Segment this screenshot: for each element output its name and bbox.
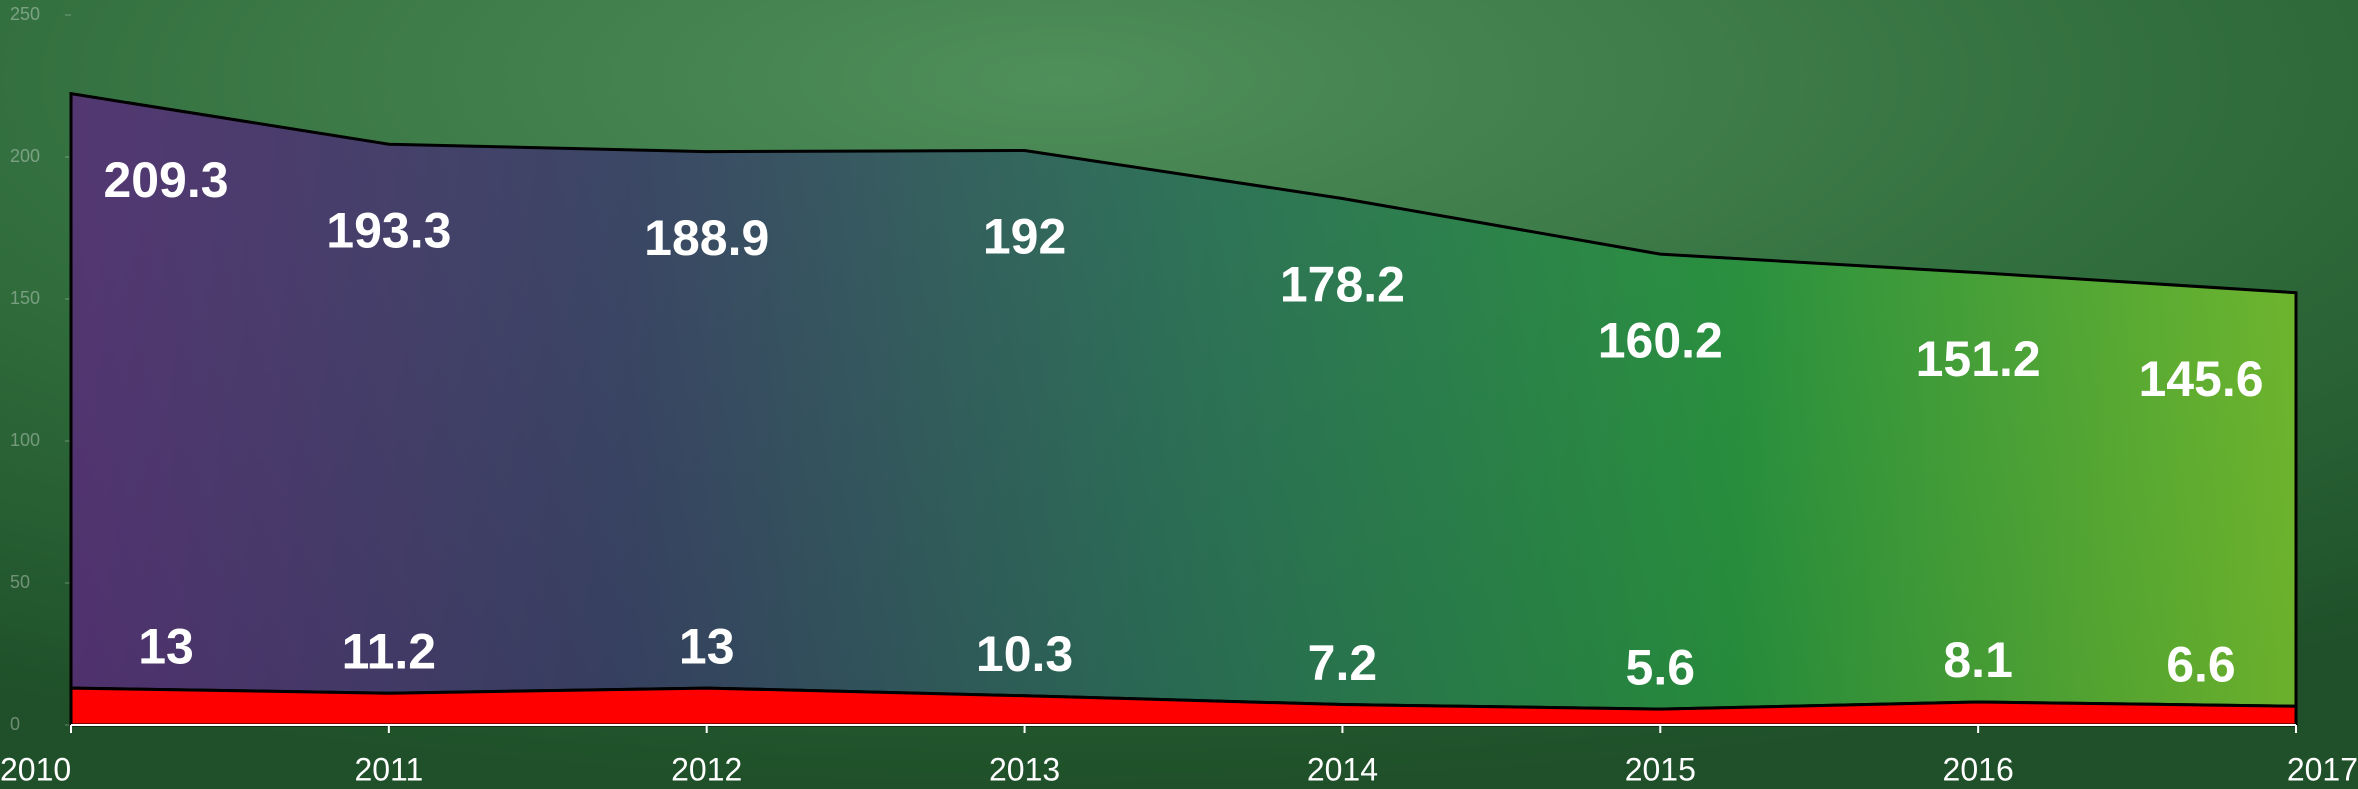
x-tick-label: 2015 xyxy=(1625,751,1696,787)
x-tick-label: 2012 xyxy=(671,751,742,787)
data-label: 151.2 xyxy=(1916,331,2041,387)
y-tick-label: 50 xyxy=(10,572,30,592)
data-label: 209.3 xyxy=(103,152,228,208)
data-label: 8.1 xyxy=(1943,632,2013,688)
data-label: 13 xyxy=(679,618,735,674)
y-tick-label: 150 xyxy=(10,288,40,308)
x-tick-label: 2011 xyxy=(354,751,423,787)
data-label: 188.9 xyxy=(644,210,769,266)
data-label: 13 xyxy=(138,618,194,674)
y-tick-label: 200 xyxy=(10,146,40,166)
data-label: 145.6 xyxy=(2138,351,2263,407)
data-label: 10.3 xyxy=(976,626,1073,682)
y-tick-label: 0 xyxy=(10,714,20,734)
data-label: 6.6 xyxy=(2166,636,2236,692)
x-tick-label: 2017 xyxy=(2287,751,2358,787)
x-tick-label: 2013 xyxy=(989,751,1060,787)
x-tick-label: 2016 xyxy=(1943,751,2014,787)
data-label: 178.2 xyxy=(1280,257,1405,313)
data-label: 160.2 xyxy=(1598,312,1723,368)
data-label: 193.3 xyxy=(326,202,451,258)
data-label: 7.2 xyxy=(1308,635,1378,691)
data-label: 11.2 xyxy=(342,623,437,679)
data-label: 5.6 xyxy=(1626,639,1696,695)
y-tick-label: 250 xyxy=(10,4,40,24)
x-tick-label: 2010 xyxy=(0,751,71,787)
y-tick-label: 100 xyxy=(10,430,40,450)
x-tick-label: 2014 xyxy=(1307,751,1378,787)
data-label: 192 xyxy=(983,209,1066,265)
